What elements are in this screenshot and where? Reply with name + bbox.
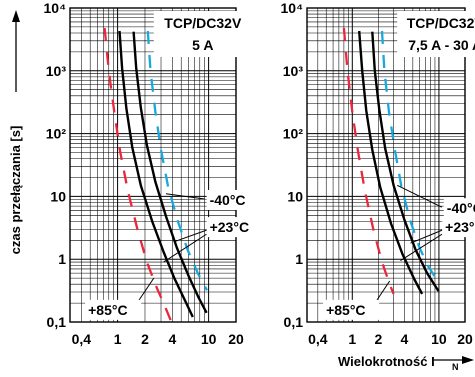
title-box: TCP/DC32V 7,5 A - 30 A <box>397 11 475 57</box>
x-tick-label: 2 <box>141 331 149 347</box>
y-tick-label: 1 <box>58 251 66 267</box>
annotation-leader-line <box>137 278 154 303</box>
x-tick-label: 20 <box>228 331 244 347</box>
y-tick-label: 10² <box>283 126 304 142</box>
y-tick-label: 10³ <box>283 63 304 79</box>
annotation-label: -40°C <box>447 200 475 216</box>
temperature-annotation: -40°C <box>166 190 263 210</box>
annotation-leader-line <box>400 234 442 260</box>
x-tick-label: 2 <box>374 331 382 347</box>
title-box: TCP/DC32V 5 A <box>154 11 252 57</box>
x-axis-title-group: Wielokrotność I N <box>338 354 474 372</box>
x-tick-label: 10 <box>431 331 447 347</box>
y-tick-label: 10⁴ <box>44 0 67 16</box>
x-tick-label: 4 <box>401 331 409 347</box>
series-curve-3 <box>382 31 436 278</box>
series-curve-0 <box>344 28 394 294</box>
y-tick-label: 10³ <box>46 63 67 79</box>
chart-panel-right: TCP/DC32V 7,5 A - 30 A 0,1 1 10 10² 10³ 10⁴ 0,4 1… <box>281 0 475 347</box>
y-tick-label: 10² <box>46 126 67 142</box>
annotation-label: +23°C <box>210 219 249 235</box>
annotation-leader-line <box>174 230 206 242</box>
y-tick-label: 0,1 <box>47 314 67 330</box>
y-tick-label: 0,1 <box>284 314 304 330</box>
annotation-label: +85°C <box>326 302 365 318</box>
x-tick-label: 1 <box>348 331 356 347</box>
y-tick-label: 10 <box>287 188 303 204</box>
x-tick-label: 0,4 <box>308 331 328 347</box>
x-tick-label: 0,4 <box>72 331 92 347</box>
x-axis-title: Wielokrotność I <box>338 354 435 369</box>
chart-subtitle: 5 A <box>192 37 213 53</box>
annotation-label: -40°C <box>210 192 246 208</box>
annotation-label: +85°C <box>88 302 127 318</box>
x-tick-label: 4 <box>168 331 176 347</box>
x-tick-label: 1 <box>114 331 122 347</box>
y-axis-arrow <box>12 10 20 92</box>
chart-title: TCP/DC32V <box>164 15 242 31</box>
x-tick-label: 20 <box>457 331 473 347</box>
y-tick-label: 10⁴ <box>281 0 304 16</box>
y-axis-title: czas przełączania [s] <box>8 126 23 255</box>
temperature-annotation: -40°C <box>397 185 475 218</box>
annotation-label: +23°C <box>445 219 475 235</box>
y-tick-label: 1 <box>295 251 303 267</box>
y-tick-label: 10 <box>50 188 66 204</box>
x-tick-label: 10 <box>201 331 217 347</box>
x-axis-arrow-head <box>462 356 474 364</box>
chart-subtitle: 7,5 A - 30 A <box>408 37 475 53</box>
x-axis-title-subscript: N <box>452 362 459 372</box>
chart-panel-left: TCP/DC32V 5 A 0,1 1 10 10² 10³ 10⁴ 0,4 1 2 4 10 20 -40… <box>44 0 263 347</box>
chart-title: TCP/DC32V <box>407 15 475 31</box>
